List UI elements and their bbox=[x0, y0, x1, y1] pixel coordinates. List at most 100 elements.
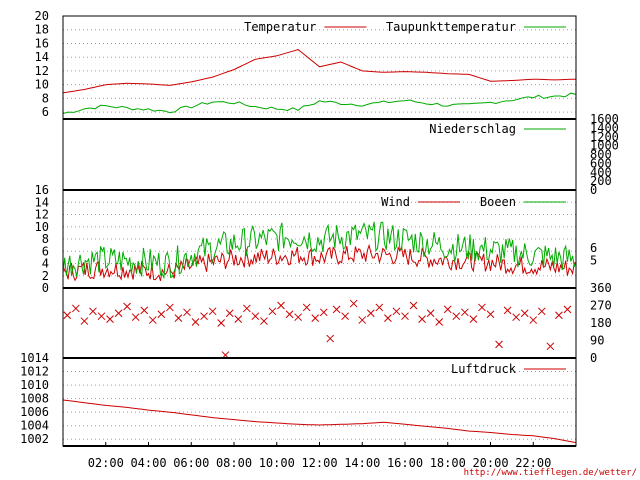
data-layer bbox=[62, 49, 577, 444]
y-tick-label-pressure: 1008 bbox=[20, 392, 49, 406]
x-tick-label: 06:00 bbox=[173, 456, 209, 470]
legend-label-taupunkttemperatur: Taupunkttemperatur bbox=[386, 20, 516, 34]
direction-marker bbox=[140, 306, 149, 315]
direction-marker bbox=[409, 301, 418, 310]
series-line-luftdruck bbox=[62, 399, 577, 444]
series-line-temperatur bbox=[62, 49, 577, 94]
y-tick-label-wind: 12 bbox=[35, 208, 49, 222]
direction-marker bbox=[311, 314, 320, 322]
direction-marker bbox=[375, 303, 384, 312]
direction-marker bbox=[546, 342, 555, 351]
direction-marker bbox=[486, 310, 495, 319]
series-line-taupunkttemperatur bbox=[62, 92, 577, 114]
y-tick-label-precipitation: 800 bbox=[590, 148, 612, 162]
y-tick-label-temperature: 20 bbox=[35, 9, 49, 23]
y-tick-label-wind: 4 bbox=[42, 257, 49, 271]
x-tick-label: 04:00 bbox=[130, 456, 166, 470]
right-tick-label-wind: 6 bbox=[590, 241, 597, 255]
y-tick-label-temperature: 8 bbox=[42, 91, 49, 105]
right-tick-label-direction: 0 bbox=[590, 351, 597, 365]
direction-marker bbox=[114, 309, 123, 318]
direction-marker bbox=[157, 310, 166, 319]
y-tick-label-wind: 14 bbox=[35, 195, 49, 209]
direction-marker bbox=[148, 316, 157, 324]
direction-marker bbox=[123, 302, 131, 311]
source-url: http://www.tiefflegen.de/wetter/ bbox=[464, 468, 637, 478]
y-tick-label-precipitation: 600 bbox=[590, 156, 612, 170]
y-tick-label-precipitation: 0 bbox=[590, 183, 597, 197]
legend-label-wind: Wind bbox=[381, 195, 410, 209]
x-tick-label: 14:00 bbox=[344, 456, 380, 470]
x-tick-label: 20:00 bbox=[472, 456, 508, 470]
direction-marker bbox=[268, 307, 277, 316]
x-tick-label: 18:00 bbox=[430, 456, 466, 470]
y-tick-label-temperature: 12 bbox=[35, 64, 49, 78]
y-tick-label-wind: 2 bbox=[42, 269, 49, 283]
direction-marker bbox=[512, 313, 521, 322]
direction-marker bbox=[495, 340, 503, 349]
direction-marker bbox=[537, 307, 546, 316]
y-tick-label-wind: 10 bbox=[35, 220, 49, 234]
direction-marker bbox=[71, 304, 80, 313]
direction-marker bbox=[384, 314, 392, 322]
direction-marker bbox=[200, 312, 208, 321]
y-tick-label-wind: 6 bbox=[42, 244, 49, 258]
direction-marker bbox=[392, 307, 401, 316]
direction-marker bbox=[285, 310, 294, 319]
y-tick-label-temperature: 16 bbox=[35, 36, 49, 50]
y-tick-label-precipitation: 1000 bbox=[590, 139, 619, 153]
direction-marker bbox=[208, 307, 217, 316]
direction-marker bbox=[529, 316, 538, 324]
grid-layer bbox=[63, 29, 576, 440]
y-tick-label-pressure: 1012 bbox=[20, 365, 49, 379]
direction-marker bbox=[460, 308, 469, 317]
y-tick-label-precipitation: 1200 bbox=[590, 130, 619, 144]
y-tick-label-precipitation: 1400 bbox=[590, 121, 619, 135]
x-tick-label: 16:00 bbox=[387, 456, 423, 470]
y-tick-label-pressure: 1006 bbox=[20, 405, 49, 419]
x-tick-label: 12:00 bbox=[301, 456, 337, 470]
y-tick-label-temperature: 18 bbox=[35, 23, 49, 37]
direction-marker bbox=[166, 303, 174, 312]
direction-marker bbox=[332, 305, 341, 314]
legend-label-boeen: Boeen bbox=[480, 195, 516, 209]
y-tick-label-precipitation: 1600 bbox=[590, 112, 619, 126]
direction-marker bbox=[106, 315, 114, 323]
direction-marker bbox=[443, 305, 452, 314]
y-tick-label-wind: 8 bbox=[42, 232, 49, 246]
right-tick-label-direction: 360 bbox=[590, 281, 612, 295]
y-tick-label-temperature: 10 bbox=[35, 78, 49, 92]
frame-layer bbox=[62, 15, 577, 447]
legend-label-temperatur: Temperatur bbox=[244, 20, 316, 34]
direction-marker bbox=[260, 317, 268, 325]
direction-marker bbox=[302, 303, 311, 312]
direction-marker bbox=[251, 312, 260, 321]
series-line-boeen bbox=[62, 221, 577, 280]
direction-marker bbox=[89, 307, 97, 316]
y-tick-label-precipitation: 400 bbox=[590, 165, 612, 179]
right-tick-label-wind: 5 bbox=[590, 253, 597, 267]
direction-marker bbox=[131, 313, 140, 322]
direction-marker bbox=[217, 319, 226, 327]
legend-label-niederschlag: Niederschlag bbox=[429, 122, 516, 136]
x-tick-label: 08:00 bbox=[216, 456, 252, 470]
x-tick-label: 02:00 bbox=[88, 456, 124, 470]
right-tick-label-direction: 90 bbox=[590, 334, 604, 348]
x-tick-label: 10:00 bbox=[259, 456, 295, 470]
y-tick-label-pressure: 1014 bbox=[20, 351, 49, 365]
direction-marker bbox=[418, 315, 426, 323]
direction-marker bbox=[478, 303, 486, 312]
direction-marker bbox=[191, 318, 200, 326]
y-tick-label-pressure: 1010 bbox=[20, 378, 49, 392]
y-tick-label-temperature: 14 bbox=[35, 50, 49, 64]
direction-marker bbox=[503, 306, 512, 315]
right-tick-label-direction: 180 bbox=[590, 316, 612, 330]
direction-marker bbox=[63, 311, 72, 320]
y-tick-label-temperature: 6 bbox=[42, 105, 49, 119]
y-tick-label-wind: 16 bbox=[35, 183, 49, 197]
direction-marker bbox=[426, 309, 435, 318]
y-tick-label-pressure: 1004 bbox=[20, 419, 49, 433]
direction-marker bbox=[277, 301, 285, 310]
direction-marker bbox=[555, 311, 563, 320]
